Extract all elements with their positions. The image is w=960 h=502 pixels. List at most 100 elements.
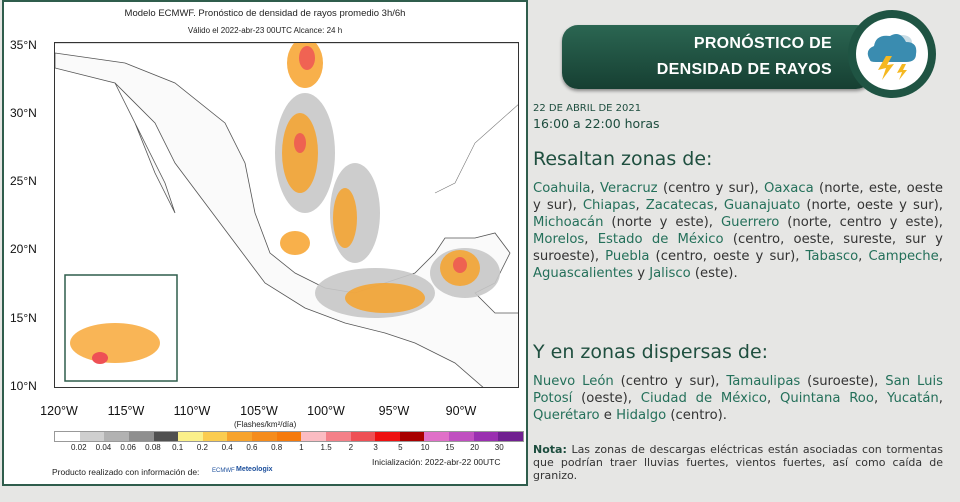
forecast-date: 22 DE ABRIL DE 2021 [533,103,642,114]
state-name: Zacatecas [645,198,714,213]
state-name: San Luis Potosí [533,374,943,406]
title-banner: PRONÓSTICO DE DENSIDAD DE RAYOS [562,25,872,89]
note: Nota: Las zonas de descargas eléctricas … [533,443,943,482]
state-name: Ciudad de México [640,391,767,406]
colorbar-swatch [424,432,449,441]
state-name: Guerrero [720,215,780,230]
state-detail: (centro y sur), [613,374,727,389]
state-name: Coahuila [533,181,591,196]
lon-label: 115°W [107,404,145,418]
colorbar-swatch [473,432,499,441]
state-name: Hidalgo [616,408,667,423]
init-time: Inicialización: 2022-abr-22 00UTC [372,457,501,467]
lightning-density-map [54,42,519,388]
state-detail: , [766,391,780,406]
state-name: Estado de México [597,232,724,247]
colorbar-label: 1 [299,443,304,452]
lat-label: 30°N [10,106,37,120]
state-name: Veracruz [600,181,658,196]
state-detail: (suroeste), [800,374,886,389]
colorbar-label: 20 [470,443,479,452]
colorbar-label: 0.1 [172,443,184,452]
colorbar-label: 0.4 [221,443,233,452]
lon-label: 120°W [40,404,78,418]
state-detail: (norte, centro y este), [779,215,943,230]
note-text: Las zonas de descargas eléctricas están … [533,443,943,482]
colorbar-swatch [375,432,400,441]
state-detail: , [873,391,887,406]
highlight-states-list: Coahuila, Veracruz (centro y sur), Oaxac… [533,180,943,282]
state-detail: (norte y este), [603,215,721,230]
state-name: Aguascalientes [533,266,633,281]
credit-text: Producto realizado con información de: [52,467,200,477]
colorbar-label: 15 [445,443,455,452]
state-detail: (norte, este, oeste y sur), [533,181,943,213]
colorbar-label: 2 [348,443,354,452]
state-name: Nuevo León [533,374,614,389]
colorbar-label: 5 [398,443,403,452]
forecast-hours: 16:00 a 22:00 horas [533,116,660,131]
state-name: Puebla [605,249,650,264]
state-detail: , [635,198,646,213]
colorbar-label: 30 [494,443,504,452]
lat-label: 10°N [10,379,37,393]
colorbar-label: 10 [420,443,430,452]
colorbar-swatch [325,432,351,441]
colorbar-label: 0.06 [120,443,136,452]
colorbar-swatch [498,432,523,441]
state-detail: , [858,249,869,264]
map-subtitle: Válido el 2022-abr-23 00UTC Alcance: 24 … [187,26,343,35]
colorbar-swatch [350,432,376,441]
state-detail: , [938,249,943,264]
colorbar-swatch [153,432,179,441]
title-line2: DENSIDAD DE RAYOS [656,61,832,78]
state-name: Chiapas [582,198,636,213]
title-line1: PRONÓSTICO DE [693,35,832,52]
note-label: Nota: [533,443,567,456]
state-detail: (centro y sur), [657,181,765,196]
colorbar-swatch [79,432,105,441]
state-name: Campeche [868,249,939,264]
state-name: Jalisco [649,266,691,281]
state-detail: e [599,408,617,423]
section-scattered-title: Y en zonas dispersas de: [533,341,769,363]
state-name: Quintana Roo [779,391,874,406]
state-detail: y [633,266,650,281]
colorbar-label: 1.5 [320,443,332,452]
lat-label: 35°N [10,38,37,52]
state-name: Yucatán [886,391,939,406]
colorbar-label: 0.6 [246,443,258,452]
section-highlight-title: Resaltan zonas de: [533,148,713,170]
colorbar-swatch [178,432,203,441]
state-name: Guanajuato [723,198,801,213]
lat-label: 20°N [10,242,37,256]
scattered-states-list: Nuevo León (centro y sur), Tamaulipas (s… [533,373,943,424]
state-detail: , [590,181,601,196]
state-detail: (este). [690,266,738,281]
forecast-map-panel: Modelo ECMWF. Pronóstico de densidad de … [2,0,528,486]
colorbar-swatch [202,432,228,441]
colorbar-swatch [449,432,474,441]
lon-label: 95°W [378,404,410,418]
colorbar-swatch [227,432,252,441]
colorbar-swatch [252,432,277,441]
colorbar-label: 0.04 [95,443,112,452]
colorbar-label: 0.08 [145,443,161,452]
colorbar-swatch [55,432,80,441]
colorbar-swatch [276,432,302,441]
lon-label: 110°W [173,404,211,418]
state-name: Tabasco [805,249,859,264]
lon-label: 105°W [240,404,278,418]
lon-label: 100°W [307,404,345,418]
state-detail: , [584,232,598,247]
state-name: Oaxaca [764,181,814,196]
state-detail: , [938,391,943,406]
storm-cloud-lightning-icon [856,18,928,90]
map-title: Modelo ECMWF. Pronóstico de densidad de … [124,8,406,19]
state-name: Tamaulipas [726,374,801,389]
colorbar-label: 0.02 [70,443,87,452]
colorbar-label: 0.8 [271,443,283,452]
ecmwf-logo: ECMWF [212,468,235,474]
colorbar [54,431,524,442]
colorbar-label: 0.2 [196,443,208,452]
